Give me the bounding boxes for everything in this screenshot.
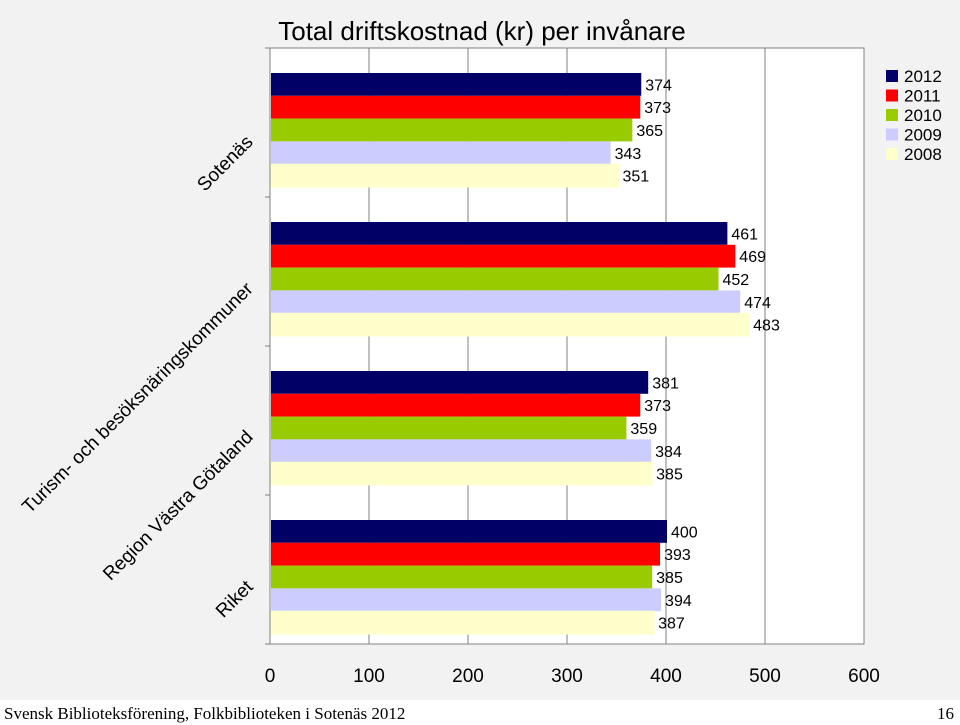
bar-2011-2	[271, 393, 641, 417]
data-label: 381	[652, 375, 679, 392]
data-label: 343	[615, 146, 642, 163]
chart: 374 373 365 343 351 461 469 452 474 483 381 373 359 3…	[0, 0, 960, 700]
bar-2009-1	[271, 290, 741, 314]
data-label: 351	[622, 169, 649, 186]
legend-swatch-2011	[886, 89, 898, 102]
x-tick-label: 100	[353, 666, 385, 687]
data-label: 469	[739, 249, 766, 266]
data-label: 400	[671, 524, 698, 541]
data-label: 452	[722, 272, 749, 289]
data-label: 385	[656, 570, 683, 587]
x-tick-label: 300	[551, 666, 583, 687]
data-label: 385	[656, 467, 683, 484]
data-label: 461	[731, 226, 758, 243]
bar-2012-3	[271, 520, 667, 543]
legend-label: 2009	[904, 126, 942, 145]
bar-2009-3	[271, 588, 662, 612]
data-label: 359	[630, 421, 657, 438]
bar-2008-2	[270, 461, 653, 486]
bar-2010-1	[271, 267, 719, 291]
data-label: 474	[744, 295, 771, 312]
chart-title: Total driftskostnad (kr) per invånare	[278, 16, 686, 46]
bar-2011-1	[271, 244, 736, 268]
bar-2012-0	[271, 73, 642, 96]
data-label: 365	[636, 123, 663, 140]
bar-2011-0	[271, 95, 641, 119]
data-label: 384	[655, 444, 682, 461]
bar-2008-1	[270, 312, 750, 337]
bar-2008-3	[270, 610, 655, 635]
x-tick-label: 400	[650, 666, 682, 687]
page-number: 16	[937, 704, 954, 723]
legend-label: 2008	[904, 145, 942, 164]
data-label: 373	[644, 398, 671, 415]
bar-2010-3	[271, 565, 653, 589]
bar-2012-1	[271, 222, 728, 245]
legend-label: 2012	[904, 67, 942, 86]
footer-source: Svensk Biblioteksförening, Folkbibliotek…	[4, 704, 406, 723]
bar-2010-0	[271, 118, 633, 142]
data-label: 387	[658, 616, 685, 633]
data-label: 394	[665, 593, 692, 610]
legend-swatch-2008	[886, 148, 898, 160]
x-tick-label: 600	[848, 666, 880, 687]
bar-2012-2	[271, 371, 649, 394]
bar-2010-2	[271, 416, 627, 440]
legend-swatch-2010	[886, 109, 898, 121]
x-tick-label: 500	[749, 666, 781, 687]
x-tick-label: 200	[452, 666, 484, 687]
data-label: 393	[664, 547, 691, 564]
legend-swatch-2009	[886, 128, 898, 141]
x-tick-label: 0	[265, 666, 276, 687]
bar-2008-0	[270, 163, 619, 188]
bar-2011-3	[271, 542, 661, 566]
data-label: 373	[644, 100, 671, 117]
legend-swatch-2012	[886, 70, 898, 82]
bar-2009-2	[271, 439, 652, 463]
legend-label: 2010	[904, 106, 942, 125]
legend-label: 2011	[904, 87, 941, 106]
footer: Svensk Biblioteksförening, Folkbibliotek…	[0, 700, 960, 725]
data-label: 374	[645, 77, 672, 94]
data-label: 483	[753, 318, 780, 335]
bar-2009-0	[271, 141, 611, 165]
